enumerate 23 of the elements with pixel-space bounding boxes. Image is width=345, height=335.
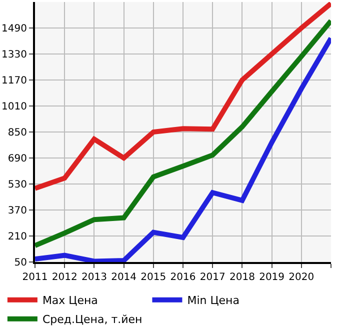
y-tick-label: 50 xyxy=(14,258,27,268)
x-tick-label: 2011 xyxy=(22,272,48,283)
x-tick-label: 2018 xyxy=(229,272,255,283)
legend-label: Сред.Цена, т.йен xyxy=(42,313,142,326)
x-tick-label: 2012 xyxy=(52,272,78,283)
y-tick-label: 1010 xyxy=(2,102,27,112)
y-tick-label: 1170 xyxy=(2,76,27,86)
x-tick-label: 2014 xyxy=(111,272,137,283)
x-tick-label: 2019 xyxy=(259,272,285,283)
y-tick-label: 370 xyxy=(8,206,27,216)
x-tick-label: 2013 xyxy=(81,272,107,283)
x-tick-label: 2016 xyxy=(170,272,196,283)
y-tick-label: 1490 xyxy=(2,24,27,34)
y-tick-label: 530 xyxy=(8,180,27,190)
y-tick-label: 690 xyxy=(8,154,27,164)
y-tick-label: 850 xyxy=(8,128,27,138)
y-tick-label: 210 xyxy=(8,232,27,242)
y-tick-label: 1330 xyxy=(2,50,27,60)
x-tick-label: 2017 xyxy=(200,272,226,283)
legend-label: Max Цена xyxy=(42,294,98,308)
x-tick-label: 2015 xyxy=(140,272,166,283)
legend-label: Min Цена xyxy=(187,294,240,308)
x-tick-label: 2020 xyxy=(288,272,314,283)
